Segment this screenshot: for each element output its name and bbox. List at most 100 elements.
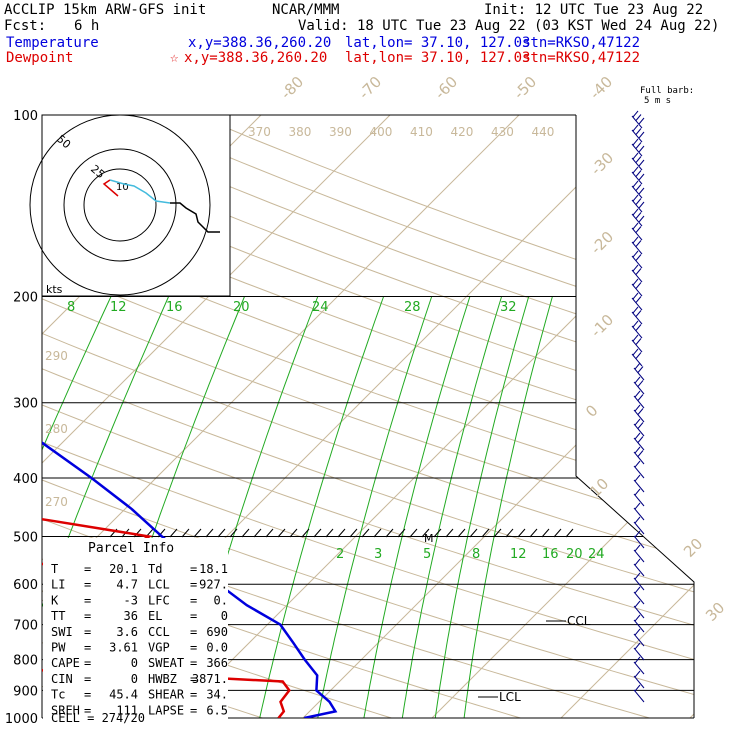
- init-time: Init: 12 UTC Tue 23 Aug 22: [484, 2, 704, 18]
- wind-barb-staff: [633, 535, 645, 549]
- isotherm-line: [302, 115, 694, 718]
- parcel-key: HWBZ: [148, 672, 177, 686]
- wind-barb-staff: [631, 199, 643, 213]
- max-marker: M: [424, 532, 434, 545]
- hatch-tick: [337, 528, 346, 538]
- parcel-key: CIN: [51, 672, 73, 686]
- wind-barb-flag: [635, 310, 642, 317]
- mixing-ratio-line: [463, 296, 553, 718]
- hatch-tick: [433, 528, 442, 538]
- hatch-tick: [157, 528, 166, 538]
- hatch-tick: [481, 528, 490, 538]
- wind-barb-flag: [634, 376, 641, 384]
- parcel-value: -3: [124, 593, 138, 607]
- dewpoint-star-icon: ☆: [170, 50, 179, 66]
- hatch-tick: [457, 528, 466, 538]
- dry-adiabat-line: [42, 115, 694, 718]
- parcel-eq: =: [190, 609, 197, 623]
- hatch-tick: [541, 528, 550, 538]
- hatch-tick: [553, 528, 562, 538]
- pressure-tick-label: 800: [13, 654, 38, 669]
- isotherm-line: [42, 115, 520, 718]
- wind-barb-flag: [638, 173, 645, 181]
- wind-barb-flag: [634, 656, 641, 664]
- wind-barb-flag: [634, 404, 641, 412]
- wind-barb-flag: [632, 348, 639, 356]
- wind-barb-flag: [635, 226, 642, 233]
- org-label: NCAR/MMM: [272, 2, 340, 18]
- wind-barb-flag: [634, 390, 641, 398]
- isotherm-right-label: -30: [587, 149, 617, 179]
- hatch-tick: [361, 528, 370, 538]
- mixing-ratio-line: [434, 296, 530, 718]
- dewpoint-legend: Dewpoint: [6, 50, 74, 66]
- mixing-ratio-label: 24: [588, 547, 605, 562]
- hatch-tick: [469, 528, 478, 538]
- parcel-key: SWEAT: [148, 656, 184, 670]
- wind-barbs: [631, 110, 645, 703]
- wind-barb-staff: [631, 157, 643, 171]
- wind-barb-flag: [635, 156, 642, 163]
- wind-barb-flag: [638, 159, 645, 167]
- hodograph-box: [41, 114, 231, 297]
- mixing-ratio-label: 20: [566, 547, 583, 562]
- isotherm-right-label: 0: [582, 401, 601, 420]
- wind-barb-flag: [638, 145, 645, 153]
- parcel-value: 3.61: [109, 641, 138, 655]
- parcel-key: TT: [51, 609, 65, 623]
- hatch-tick: [181, 528, 190, 538]
- wind-barb-flag: [635, 296, 642, 303]
- wind-barb-staff: [633, 409, 645, 423]
- parcel-key: Td: [148, 562, 162, 576]
- wind-barb-flag: [635, 142, 642, 149]
- wind-barb-staff: [633, 661, 645, 675]
- mixing-ratio-label: 8: [67, 300, 75, 315]
- parcel-value: 20.1: [109, 562, 138, 576]
- parcel-key: SHEAR: [148, 688, 185, 702]
- wind-barb-flag: [635, 338, 642, 345]
- wind-barb-staff: [633, 563, 645, 577]
- wind-barb-flag: [632, 334, 639, 342]
- pressure-tick-label: 700: [13, 619, 38, 634]
- parcel-eq: =: [84, 656, 91, 670]
- wind-barb-flag: [634, 642, 641, 650]
- wind-barb-staff: [631, 297, 643, 311]
- parcel-value: 36: [124, 609, 138, 623]
- dry-adiabat-line: [42, 115, 694, 718]
- parcel-key: CAPE: [51, 656, 80, 670]
- wind-barb-staff: [633, 465, 645, 479]
- parcel-value: 111: [116, 703, 138, 717]
- wind-barb-flag: [635, 128, 642, 135]
- temperature-profile: [42, 115, 338, 718]
- isotherm-top-label: -70: [355, 73, 385, 103]
- isotherm-line: [560, 115, 694, 718]
- wind-barb-flag: [634, 586, 641, 594]
- mixing-ratio-label: 24: [312, 300, 329, 315]
- mixing-ratio-label: 3: [374, 547, 382, 562]
- hatch-tick: [133, 528, 142, 538]
- parcel-eq: =: [190, 672, 197, 686]
- hatch-tick: [265, 528, 274, 538]
- isotherm-line: [42, 115, 391, 718]
- parcel-value: 690: [206, 625, 228, 639]
- parcel-eq: =: [84, 562, 91, 576]
- wind-barb-flag: [638, 201, 645, 209]
- parcel-eq: =: [84, 609, 91, 623]
- wind-barb-flag: [638, 187, 645, 195]
- parcel-key: CCL: [148, 625, 170, 639]
- wind-barb-staff: [631, 311, 643, 325]
- parcel-eq: =: [190, 703, 197, 717]
- wind-barb-flag: [634, 460, 641, 468]
- hodograph-low-segment: [102, 179, 119, 197]
- wind-barb-flag: [635, 212, 642, 219]
- parcel-value: 927.: [199, 578, 228, 592]
- hatch-tick: [229, 528, 238, 538]
- wind-barb-flag: [637, 380, 644, 387]
- mixing-ratio-label: 16: [542, 547, 559, 562]
- theta-label: 370: [248, 125, 271, 139]
- mixing-ratio-label: 12: [110, 300, 127, 315]
- parcel-value: 3.6: [116, 625, 138, 639]
- barb-legend-units: 5 m s: [644, 96, 672, 106]
- ccl-label: CCL: [567, 614, 591, 628]
